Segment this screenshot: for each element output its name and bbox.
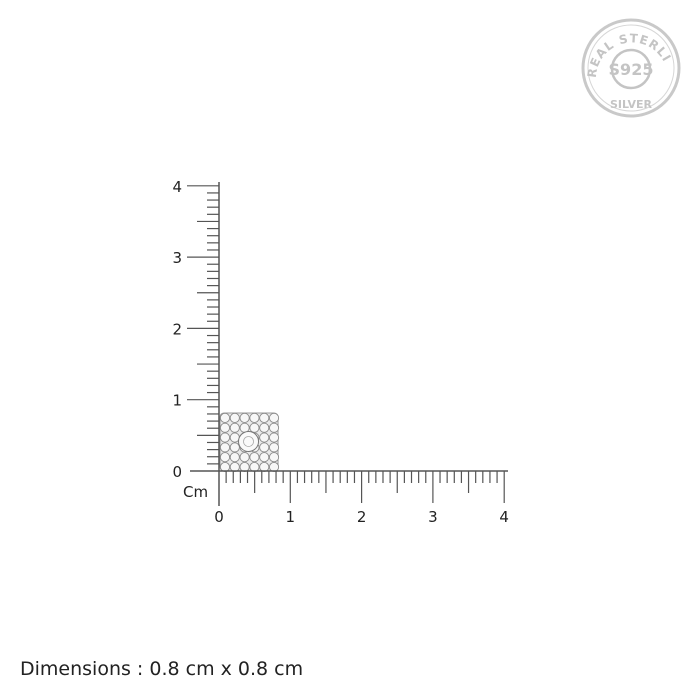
stone xyxy=(229,442,240,453)
stone xyxy=(219,422,231,433)
stone xyxy=(249,412,260,424)
y-tick-label: 2 xyxy=(172,320,182,338)
stone xyxy=(229,452,240,463)
stone xyxy=(259,422,270,433)
unit-label: Cm xyxy=(183,483,208,501)
stone xyxy=(249,422,260,433)
stone xyxy=(219,461,231,473)
stone xyxy=(219,432,231,443)
svg-text:REAL STERLING: REAL STERLING xyxy=(0,0,674,79)
stone xyxy=(249,452,260,463)
stone xyxy=(268,452,280,463)
stone xyxy=(219,412,231,424)
center-stone xyxy=(238,430,260,452)
stone xyxy=(229,412,240,424)
earring-image xyxy=(219,412,280,473)
y-tick-label: 0 xyxy=(172,463,182,481)
stone xyxy=(268,442,280,453)
stone xyxy=(259,432,270,443)
seal-bottom-text: SILVER xyxy=(610,98,653,111)
stone xyxy=(239,412,250,424)
dimensions-caption: Dimensions : 0.8 cm x 0.8 cm xyxy=(20,658,304,680)
stone xyxy=(219,452,231,463)
seal-top-text: REAL STERLING xyxy=(0,0,673,79)
stone xyxy=(259,461,270,473)
y-tick-label: 1 xyxy=(172,392,182,410)
stone xyxy=(239,422,250,433)
center-stone-facet xyxy=(243,436,254,447)
stone xyxy=(259,442,270,453)
stone xyxy=(268,461,280,473)
x-tick-label: 2 xyxy=(357,508,367,526)
stone xyxy=(249,461,260,473)
stone xyxy=(268,422,280,433)
stone xyxy=(229,422,240,433)
stone xyxy=(229,432,240,443)
seal-center-text: S925 xyxy=(609,60,654,79)
y-tick-label: 4 xyxy=(172,178,182,196)
stone xyxy=(229,461,240,473)
x-tick-label: 4 xyxy=(499,508,509,526)
stone xyxy=(268,412,280,424)
x-tick-label: 3 xyxy=(428,508,438,526)
stone xyxy=(268,432,280,443)
stone xyxy=(219,442,231,453)
stone xyxy=(259,412,270,424)
sterling-silver-seal: REAL STERLING S925 SILVER xyxy=(0,0,681,118)
y-tick-label: 3 xyxy=(172,249,182,267)
x-tick-label: 0 xyxy=(214,508,224,526)
stone xyxy=(239,452,250,463)
x-tick-label: 1 xyxy=(286,508,296,526)
stone xyxy=(239,461,250,473)
stone xyxy=(259,452,270,463)
ruler-ticks xyxy=(187,185,505,503)
